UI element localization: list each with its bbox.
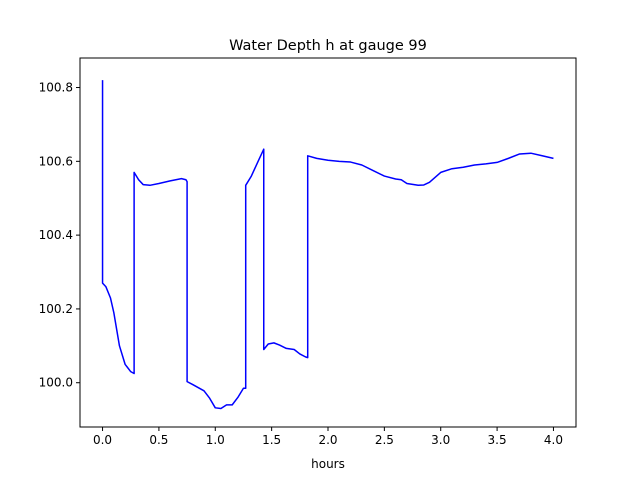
x-tick-label: 0.5 [149, 433, 168, 447]
x-tick-label: 0.0 [93, 433, 112, 447]
x-axis-label: hours [311, 457, 345, 471]
x-tick-label: 3.5 [488, 433, 507, 447]
x-tick-label: 2.5 [375, 433, 394, 447]
x-tick-label: 1.5 [262, 433, 281, 447]
x-tick-label: 2.0 [318, 433, 337, 447]
x-tick-label: 4.0 [544, 433, 563, 447]
series-line-0 [101, 80, 554, 410]
x-tick-label: 1.0 [206, 433, 225, 447]
y-tick-label: 100.0 [39, 376, 73, 390]
y-tick-label: 100.6 [39, 154, 73, 168]
plot-area: 0.0 0.5 1.0 1.5 2.0 2.5 3.0 3.5 4.0 100.0 100.2 100… [39, 57, 577, 447]
chart-title: Water Depth h at gauge 99 [229, 38, 427, 54]
y-tick-label: 100.4 [39, 228, 73, 242]
x-tick-label: 3.0 [431, 433, 450, 447]
y-tick-label: 100.2 [39, 302, 73, 316]
y-tick-label: 100.8 [39, 81, 73, 95]
